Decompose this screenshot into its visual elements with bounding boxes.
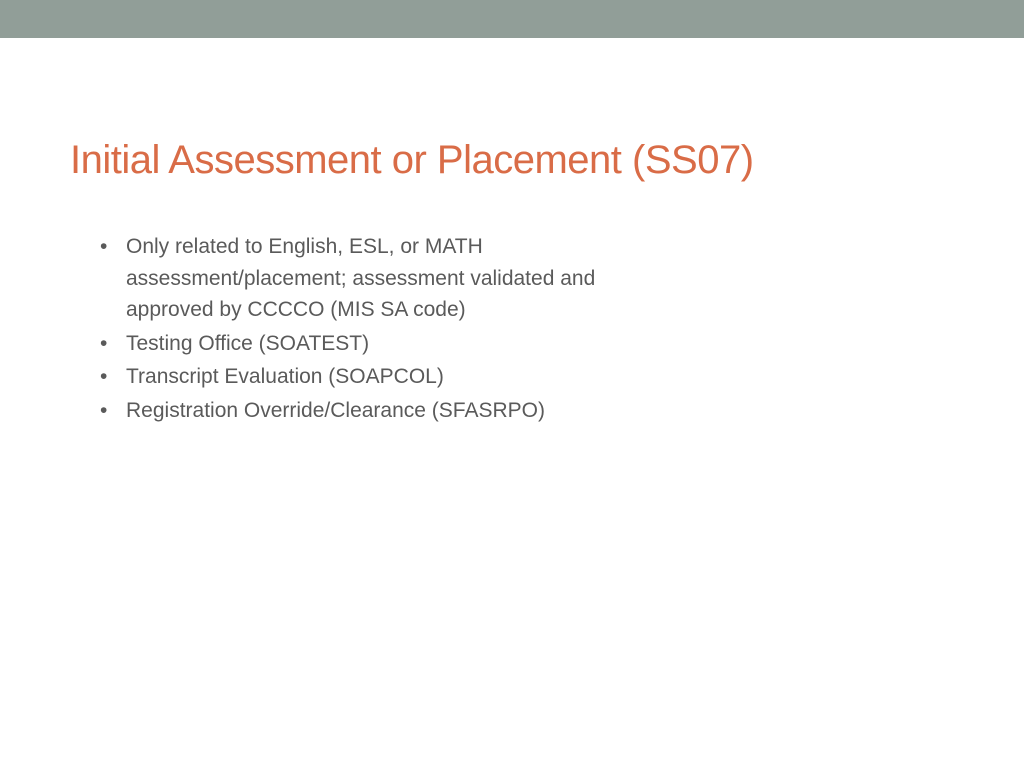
list-item: Transcript Evaluation (SOAPCOL) xyxy=(126,361,686,393)
top-accent-bar xyxy=(0,0,1024,38)
slide-title: Initial Assessment or Placement (SS07) xyxy=(70,138,954,183)
list-item: Only related to English, ESL, or MATH as… xyxy=(126,231,686,326)
slide-content: Initial Assessment or Placement (SS07) O… xyxy=(0,38,1024,426)
bullet-list: Only related to English, ESL, or MATH as… xyxy=(70,231,954,426)
list-item: Testing Office (SOATEST) xyxy=(126,328,686,360)
list-item: Registration Override/Clearance (SFASRPO… xyxy=(126,395,686,427)
